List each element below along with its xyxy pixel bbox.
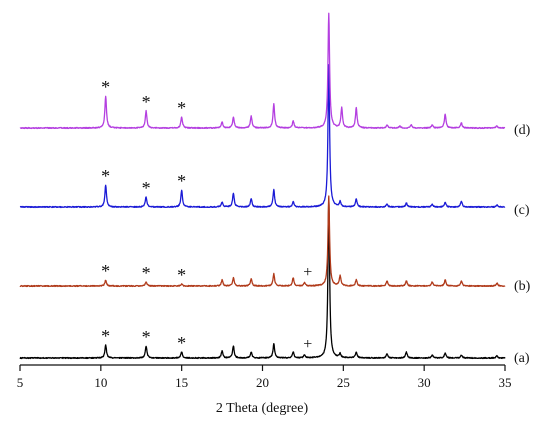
x-tick-label: 5 [17, 375, 24, 390]
asterisk-marker: * [142, 327, 151, 347]
trace-label: (c) [514, 203, 530, 218]
asterisk-marker: * [177, 265, 186, 285]
asterisk-marker: * [177, 98, 186, 118]
asterisk-marker: * [101, 326, 110, 346]
asterisk-marker: * [101, 77, 110, 97]
asterisk-marker: * [177, 171, 186, 191]
asterisk-marker: * [142, 92, 151, 112]
x-tick-group: 5 10 15 20 25 30 35 [17, 365, 512, 390]
trace-label-group: (a) (b) (c) (d) [514, 123, 531, 366]
x-axis-title: 2 Theta (degree) [216, 401, 309, 416]
x-tick-label: 30 [418, 375, 431, 390]
x-tick-label: 25 [337, 375, 350, 390]
xrd-trace-c [19, 64, 506, 209]
asterisk-marker: * [142, 178, 151, 198]
asterisk-marker: * [142, 263, 151, 283]
x-tick-label: 10 [94, 375, 107, 390]
xrd-trace-b [19, 195, 506, 288]
trace-label: (b) [514, 279, 531, 294]
peak-marker-group: * * * + * * * + * * * * * * [101, 77, 312, 353]
trace-group [19, 12, 506, 360]
trace-label: (a) [514, 351, 530, 366]
plus-marker: + [303, 264, 312, 281]
xrd-trace-d [19, 12, 506, 130]
x-tick-label: 20 [256, 375, 269, 390]
asterisk-marker: * [101, 166, 110, 186]
plus-marker: + [303, 336, 312, 353]
xrd-trace-a [19, 197, 506, 360]
x-tick-label: 35 [499, 375, 512, 390]
trace-label: (d) [514, 123, 531, 138]
asterisk-marker: * [177, 333, 186, 353]
asterisk-marker: * [101, 261, 110, 281]
x-tick-label: 15 [175, 375, 188, 390]
